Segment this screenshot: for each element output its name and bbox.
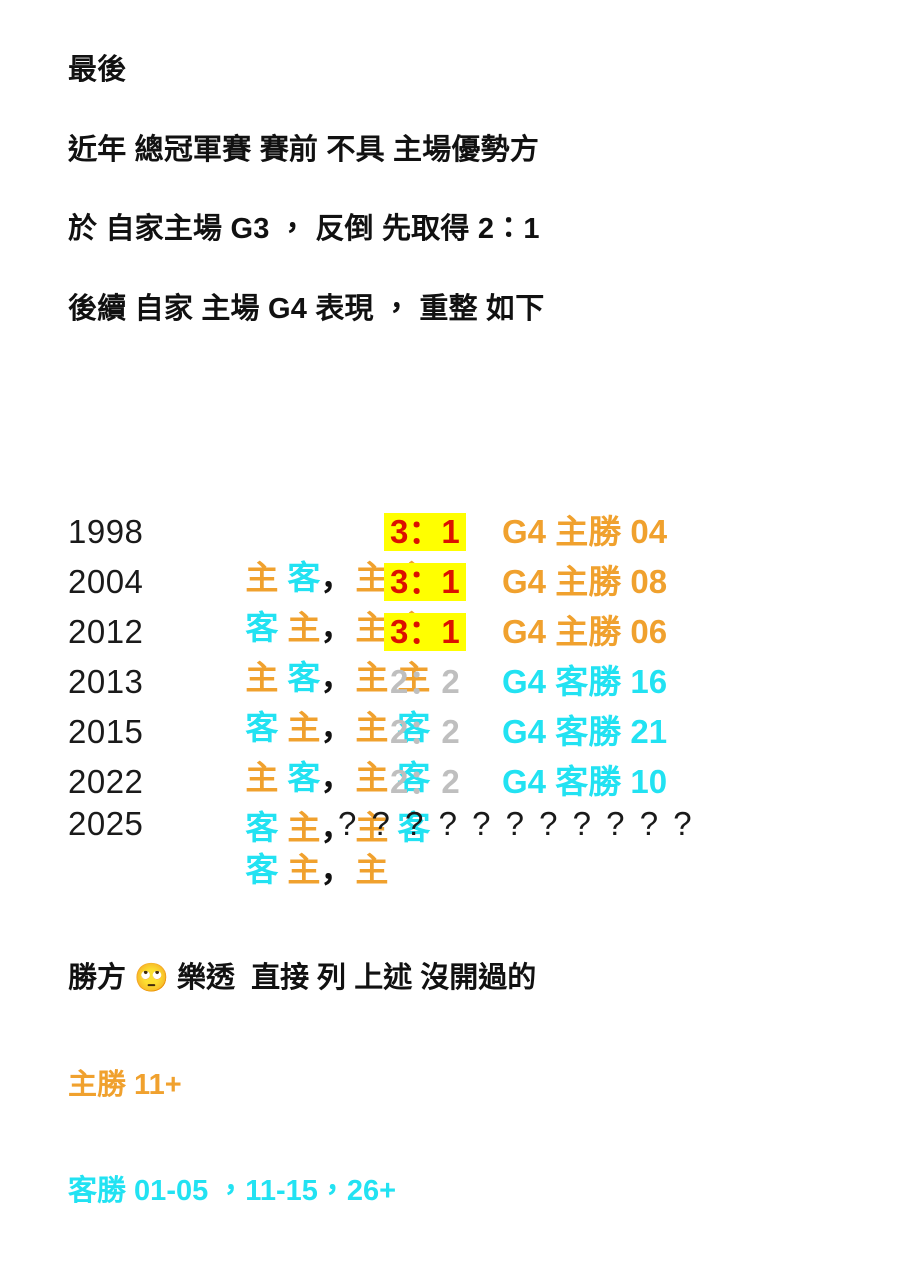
seq-comma: ， xyxy=(320,851,354,888)
seq-comma: ， xyxy=(320,809,354,846)
row-score: 2：2 xyxy=(384,713,488,751)
intro-line-1: 最後 xyxy=(68,54,127,86)
score-value: 3：1 xyxy=(384,613,466,651)
row-score: 2：2 xyxy=(384,763,488,801)
score-value: 3：1 xyxy=(384,563,466,601)
away-win-pick: 客勝 01-05 ，11-15，26+ xyxy=(68,1175,397,1208)
rolling-eyes-emoji: 🙄 xyxy=(134,961,169,994)
seq-cell: 客 xyxy=(397,809,431,846)
table-row: 2015 主客，主客 2：2 G4 客勝 21 xyxy=(68,705,868,796)
seq-comma: ， xyxy=(320,659,354,696)
table-row: 2004 客主，主主 3：1 G4 主勝 08 xyxy=(68,555,868,646)
table-row: 1998 主客，主主 3：1 G4 主勝 04 xyxy=(68,505,868,596)
home-win-pick: 主勝 11+ xyxy=(68,1068,182,1101)
row-result: G4 客勝 16 xyxy=(502,663,668,700)
seq-cell: 客 xyxy=(245,809,279,846)
row-score: 3：1 xyxy=(384,613,488,651)
row-result: G4 主勝 04 xyxy=(502,513,668,550)
row-year: 2025 xyxy=(68,805,144,842)
seq-cell: 主 xyxy=(355,851,389,888)
seq-cell: 主 xyxy=(355,559,389,596)
lottery-note: 勝方 🙄 樂透 直接 列 上述 沒開過的 xyxy=(68,961,858,996)
row-year: 2004 xyxy=(68,563,144,600)
table-row: 2022 客主，主客 2：2 G4 客勝 10 xyxy=(68,755,868,846)
row-score: 2：2 xyxy=(384,663,488,701)
row-unknown-marks: ? ? ? ? ? ? ? ? ? ? ? xyxy=(338,805,695,842)
seq-cell: 客 xyxy=(245,609,279,646)
seq-cell: 主 xyxy=(245,759,279,796)
seq-cell: 客 xyxy=(245,851,279,888)
row-result: G4 客勝 21 xyxy=(502,713,668,750)
row-year: 1998 xyxy=(68,513,144,550)
row-home-away-sequence: 客主，主客 xyxy=(172,763,430,887)
seq-comma: ， xyxy=(320,609,354,646)
row-result: G4 客勝 10 xyxy=(502,763,668,800)
table-row: 2012 主客，主主 3：1 G4 主勝 06 xyxy=(68,605,868,696)
score-value: 2：2 xyxy=(390,663,460,700)
row-result: G4 主勝 08 xyxy=(502,563,668,600)
row-year: 2015 xyxy=(68,713,144,750)
intro-block: 最後 近年 總冠軍賽 賽前 不具 主場優勢方 於 自家主場 G3 ， 反倒 先取… xyxy=(68,54,858,327)
score-value: 2：2 xyxy=(390,713,460,750)
seq-cell: 主 xyxy=(397,659,431,696)
seq-cell: 主 xyxy=(287,609,321,646)
row-year: 2013 xyxy=(68,663,144,700)
seq-cell: 主 xyxy=(287,809,321,846)
seq-cell: 主 xyxy=(355,709,389,746)
row-score: 3：1 xyxy=(384,513,488,551)
intro-line-2: 近年 總冠軍賽 賽前 不具 主場優勢方 xyxy=(68,133,540,166)
seq-cell: 主 xyxy=(245,659,279,696)
table-row: 2025 客主，主 ? ? ? ? ? ? ? ? ? ? ? xyxy=(68,805,868,888)
seq-cell: 客 xyxy=(245,709,279,746)
seq-cell: 客 xyxy=(397,709,431,746)
seq-comma: ， xyxy=(320,709,354,746)
seq-comma: ， xyxy=(320,559,354,596)
table-row: 2013 客主，主客 2：2 G4 客勝 16 xyxy=(68,655,868,746)
seq-cell: 主 xyxy=(287,851,321,888)
row-result: G4 主勝 06 xyxy=(502,613,668,650)
intro-line-3: 於 自家主場 G3 ， 反倒 先取得 2：1 xyxy=(68,213,540,246)
seq-cell: 主 xyxy=(287,709,321,746)
row-home-away-sequence: 主客，主主 xyxy=(172,613,430,737)
intro-line-4: 後續 自家 主場 G4 表現 ， 重整 如下 xyxy=(68,292,545,325)
score-value: 2：2 xyxy=(390,763,460,800)
history-table: 1998 主客，主主 3：1 G4 主勝 04 2004 客主，主主 3：1 G… xyxy=(68,505,868,888)
seq-cell: 主 xyxy=(355,759,389,796)
seq-cell: 客 xyxy=(287,659,321,696)
seq-cell: 客 xyxy=(287,559,321,596)
seq-cell: 主 xyxy=(355,609,389,646)
lottery-note-prefix: 勝方 xyxy=(68,962,135,994)
seq-comma: ， xyxy=(320,759,354,796)
seq-cell: 主 xyxy=(355,659,389,696)
score-value: 3：1 xyxy=(384,513,466,551)
seq-cell: 客 xyxy=(287,759,321,796)
footer-block: 勝方 🙄 樂透 直接 列 上述 沒開過的 主勝 11+ 客勝 01-05 ，11… xyxy=(68,961,858,1209)
row-score: 3：1 xyxy=(384,563,488,601)
row-year: 2012 xyxy=(68,613,144,650)
row-year: 2022 xyxy=(68,763,144,800)
row-home-away-sequence: 主客，主客 xyxy=(172,713,430,837)
seq-cell: 主 xyxy=(355,809,389,846)
lottery-note-suffix: 樂透 直接 列 上述 沒開過的 xyxy=(168,962,537,994)
seq-cell: 主 xyxy=(245,559,279,596)
row-home-away-sequence: 客主，主客 xyxy=(172,663,430,787)
seq-cell: 客 xyxy=(397,759,431,796)
row-home-away-sequence: 客主，主 xyxy=(172,805,388,929)
